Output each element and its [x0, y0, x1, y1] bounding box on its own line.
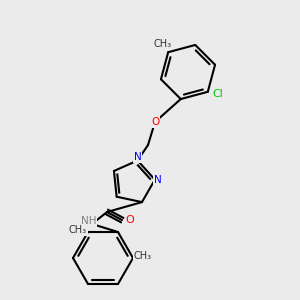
- Text: N: N: [134, 152, 141, 163]
- Text: Cl: Cl: [212, 89, 223, 99]
- Text: N: N: [154, 175, 162, 185]
- Text: O: O: [126, 215, 134, 225]
- Text: CH₃: CH₃: [69, 225, 87, 235]
- Text: NH: NH: [81, 216, 97, 226]
- Text: CH₃: CH₃: [153, 39, 171, 49]
- Text: O: O: [151, 117, 159, 127]
- Text: CH₃: CH₃: [134, 251, 152, 261]
